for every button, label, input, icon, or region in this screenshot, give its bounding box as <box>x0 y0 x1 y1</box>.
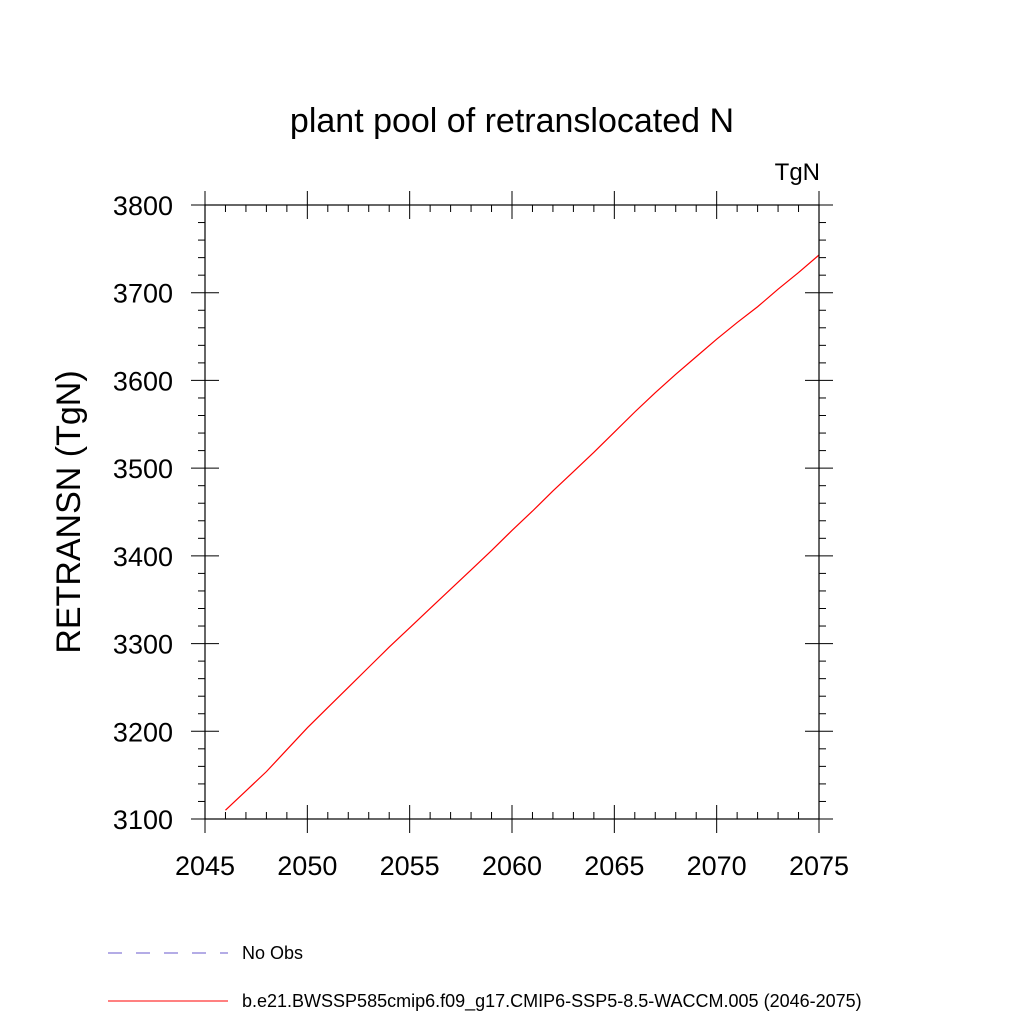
y-tick-label: 3300 <box>113 630 173 660</box>
x-tick-label: 2055 <box>380 851 440 881</box>
y-tick-labels: 3100 3200 3300 3400 3500 3600 3700 3800 <box>113 191 173 835</box>
x-tick-label: 2065 <box>584 851 644 881</box>
series-layer <box>225 254 820 811</box>
x-tick-label: 2070 <box>687 851 747 881</box>
series-line-0 <box>225 254 820 811</box>
x-tick-label: 2075 <box>789 851 849 881</box>
x-tick-label: 2050 <box>277 851 337 881</box>
y-tick-label: 3200 <box>113 717 173 747</box>
chart-title: plant pool of retranslocated N <box>290 102 734 140</box>
major-ticks <box>191 191 833 833</box>
y-tick-label: 3500 <box>113 454 173 484</box>
x-tick-labels: 2045 2050 2055 2060 2065 2070 2075 <box>175 851 849 881</box>
legend-label-no-obs: No Obs <box>242 943 303 963</box>
legend: No Obs b.e21.BWSSP585cmip6.f09_g17.CMIP6… <box>108 943 862 1012</box>
x-tick-label: 2045 <box>175 851 235 881</box>
x-tick-label: 2060 <box>482 851 542 881</box>
minor-ticks <box>198 205 826 819</box>
units-label: TgN <box>775 159 820 186</box>
y-tick-label: 3100 <box>113 805 173 835</box>
y-tick-label: 3700 <box>113 279 173 309</box>
legend-label-simulation: b.e21.BWSSP585cmip6.f09_g17.CMIP6-SSP5-8… <box>242 991 862 1012</box>
y-tick-label: 3400 <box>113 542 173 572</box>
plot-frame <box>204 204 820 820</box>
y-tick-label: 3600 <box>113 366 173 396</box>
y-tick-label: 3800 <box>113 191 173 221</box>
y-axis-label: RETRANSN (TgN) <box>50 370 88 653</box>
